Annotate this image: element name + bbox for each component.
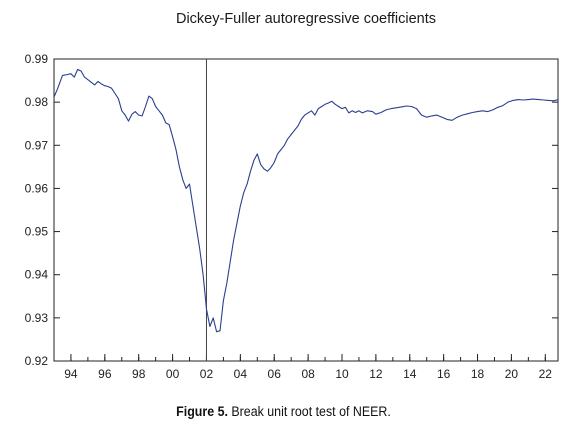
x-tick-label: 18 bbox=[471, 367, 485, 381]
y-tick-label: 0.93 bbox=[25, 311, 49, 325]
x-tick-label: 22 bbox=[539, 367, 553, 381]
x-axis: 94 96 98 00 02 04 06 08 10 12 14 16 18 20 22 bbox=[53, 354, 553, 381]
x-tick-label: 02 bbox=[200, 367, 214, 381]
series-line-df-coefficient bbox=[53, 68, 559, 333]
x-tick-label: 96 bbox=[98, 367, 112, 381]
x-tick-label: 12 bbox=[369, 367, 383, 381]
x-tick-label: 16 bbox=[437, 367, 451, 381]
figure-caption: Figure 5. Break unit root test of NEER. bbox=[23, 404, 545, 419]
x-tick-label: 20 bbox=[505, 367, 519, 381]
y-tick-label: 0.96 bbox=[25, 181, 49, 195]
y-tick-label: 0.97 bbox=[25, 138, 49, 152]
x-tick-label: 08 bbox=[301, 367, 315, 381]
x-tick-label: 14 bbox=[403, 367, 417, 381]
figure-label: Figure 5. bbox=[176, 404, 228, 419]
x-tick-label: 04 bbox=[234, 367, 248, 381]
chart-title: Dickey-Fuller autoregressive coefficient… bbox=[175, 11, 437, 27]
figure-caption-text: Break unit root test of NEER. bbox=[227, 404, 391, 419]
y-tick-label: 0.94 bbox=[25, 268, 49, 282]
x-tick-label: 10 bbox=[335, 367, 349, 381]
y-axis: 0.99 0.98 0.97 0.96 0.95 0.94 0.93 0.92 bbox=[25, 52, 558, 368]
x-tick-label: 06 bbox=[268, 367, 282, 381]
plot-area-frame bbox=[53, 58, 559, 362]
y-tick-label: 0.98 bbox=[25, 95, 49, 109]
line-chart: 0.990.980.970.960.950.940.930.92 94 96 98 0… bbox=[25, 52, 559, 381]
x-tick-label: 94 bbox=[64, 367, 78, 381]
y-tick-label: 0.92 bbox=[25, 354, 49, 368]
y-tick-label: 0.95 bbox=[25, 225, 49, 239]
x-tick-label: 98 bbox=[132, 367, 146, 381]
x-tick-label: 00 bbox=[166, 367, 180, 381]
y-tick-label: 0.99 bbox=[25, 52, 49, 66]
